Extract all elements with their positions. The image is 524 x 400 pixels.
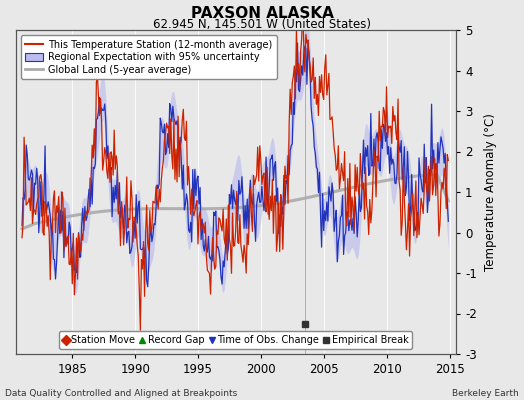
Text: PAXSON ALASKA: PAXSON ALASKA [191, 6, 333, 21]
Y-axis label: Temperature Anomaly (°C): Temperature Anomaly (°C) [484, 113, 497, 271]
Text: Berkeley Earth: Berkeley Earth [452, 389, 519, 398]
Legend: Station Move, Record Gap, Time of Obs. Change, Empirical Break: Station Move, Record Gap, Time of Obs. C… [59, 331, 412, 349]
Text: 62.945 N, 145.501 W (United States): 62.945 N, 145.501 W (United States) [153, 18, 371, 31]
Text: Data Quality Controlled and Aligned at Breakpoints: Data Quality Controlled and Aligned at B… [5, 389, 237, 398]
